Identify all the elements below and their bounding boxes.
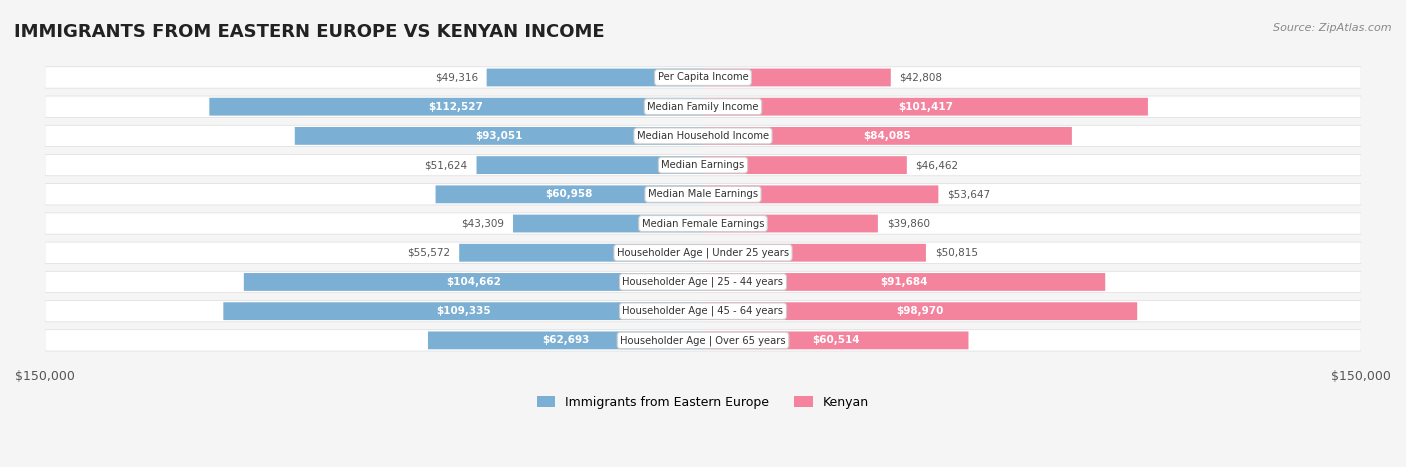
- Text: Median Earnings: Median Earnings: [661, 160, 745, 170]
- FancyBboxPatch shape: [703, 98, 1147, 116]
- Text: IMMIGRANTS FROM EASTERN EUROPE VS KENYAN INCOME: IMMIGRANTS FROM EASTERN EUROPE VS KENYAN…: [14, 23, 605, 42]
- FancyBboxPatch shape: [703, 156, 907, 174]
- Text: Median Family Income: Median Family Income: [647, 102, 759, 112]
- FancyBboxPatch shape: [703, 273, 1105, 291]
- FancyBboxPatch shape: [45, 155, 1361, 176]
- Text: $46,462: $46,462: [915, 160, 959, 170]
- FancyBboxPatch shape: [703, 302, 1137, 320]
- FancyBboxPatch shape: [703, 69, 891, 86]
- FancyBboxPatch shape: [45, 125, 1361, 147]
- FancyBboxPatch shape: [460, 244, 703, 262]
- FancyBboxPatch shape: [477, 156, 703, 174]
- Text: $104,662: $104,662: [446, 277, 501, 287]
- Text: $112,527: $112,527: [429, 102, 484, 112]
- Text: $42,808: $42,808: [900, 72, 942, 83]
- FancyBboxPatch shape: [224, 302, 703, 320]
- FancyBboxPatch shape: [45, 96, 1361, 117]
- FancyBboxPatch shape: [45, 184, 1361, 205]
- Text: Householder Age | Under 25 years: Householder Age | Under 25 years: [617, 248, 789, 258]
- FancyBboxPatch shape: [295, 127, 703, 145]
- FancyBboxPatch shape: [486, 69, 703, 86]
- Text: $55,572: $55,572: [408, 248, 450, 258]
- Text: Per Capita Income: Per Capita Income: [658, 72, 748, 83]
- Text: Source: ZipAtlas.com: Source: ZipAtlas.com: [1274, 23, 1392, 33]
- FancyBboxPatch shape: [703, 127, 1071, 145]
- Text: $49,316: $49,316: [434, 72, 478, 83]
- FancyBboxPatch shape: [45, 242, 1361, 263]
- FancyBboxPatch shape: [45, 271, 1361, 293]
- Text: $50,815: $50,815: [935, 248, 977, 258]
- Text: $62,693: $62,693: [541, 335, 589, 346]
- Text: $101,417: $101,417: [898, 102, 953, 112]
- Text: $91,684: $91,684: [880, 277, 928, 287]
- Legend: Immigrants from Eastern Europe, Kenyan: Immigrants from Eastern Europe, Kenyan: [531, 391, 875, 414]
- FancyBboxPatch shape: [243, 273, 703, 291]
- FancyBboxPatch shape: [427, 332, 703, 349]
- Text: $51,624: $51,624: [425, 160, 468, 170]
- Text: Householder Age | 45 - 64 years: Householder Age | 45 - 64 years: [623, 306, 783, 317]
- Text: $39,860: $39,860: [887, 219, 929, 228]
- Text: $109,335: $109,335: [436, 306, 491, 316]
- FancyBboxPatch shape: [436, 185, 703, 203]
- Text: $60,514: $60,514: [811, 335, 859, 346]
- Text: Householder Age | Over 65 years: Householder Age | Over 65 years: [620, 335, 786, 346]
- FancyBboxPatch shape: [45, 213, 1361, 234]
- Text: $93,051: $93,051: [475, 131, 523, 141]
- FancyBboxPatch shape: [513, 215, 703, 233]
- Text: Median Male Earnings: Median Male Earnings: [648, 189, 758, 199]
- Text: $60,958: $60,958: [546, 189, 593, 199]
- FancyBboxPatch shape: [45, 330, 1361, 351]
- Text: Median Female Earnings: Median Female Earnings: [641, 219, 765, 228]
- Text: $84,085: $84,085: [863, 131, 911, 141]
- Text: Householder Age | 25 - 44 years: Householder Age | 25 - 44 years: [623, 277, 783, 287]
- FancyBboxPatch shape: [703, 244, 927, 262]
- Text: $98,970: $98,970: [897, 306, 943, 316]
- FancyBboxPatch shape: [45, 67, 1361, 88]
- Text: Median Household Income: Median Household Income: [637, 131, 769, 141]
- FancyBboxPatch shape: [45, 300, 1361, 322]
- FancyBboxPatch shape: [209, 98, 703, 116]
- FancyBboxPatch shape: [703, 215, 877, 233]
- Text: $53,647: $53,647: [948, 189, 990, 199]
- FancyBboxPatch shape: [703, 332, 969, 349]
- Text: $43,309: $43,309: [461, 219, 505, 228]
- FancyBboxPatch shape: [703, 185, 938, 203]
